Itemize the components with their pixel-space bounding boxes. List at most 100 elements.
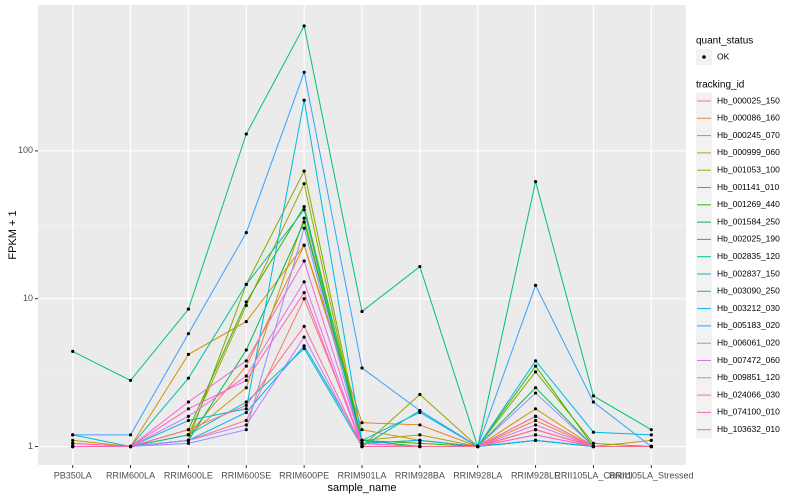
legend-label: Hb_009851_120 [717,372,780,382]
point [244,364,248,368]
point [533,179,538,184]
point [302,344,306,348]
legend-label: Hb_003090_250 [717,286,780,296]
x-tick-label: RRII105LA_Control [554,470,632,480]
point [186,400,191,404]
point [186,414,191,418]
point [418,392,422,397]
point [418,441,422,445]
point [360,366,364,370]
y-axis-title: FPKM + 1 [7,210,19,259]
x-axis-title: sample_name [327,482,396,494]
point [128,444,133,449]
point [591,441,596,445]
legend-label: Hb_000025_150 [717,95,780,105]
point [533,391,538,395]
legend-label: Hb_000245_070 [717,130,780,140]
point [418,438,422,443]
point [244,374,248,378]
y-tick-label: 10 [23,293,33,303]
point [244,400,248,404]
point [591,444,596,449]
point [244,423,248,427]
point [71,438,75,443]
point [71,441,75,445]
point [591,400,596,404]
legend-label: Hb_005183_020 [717,320,780,330]
point [533,438,538,443]
point [244,410,248,415]
point [186,407,191,411]
legend-point [702,55,706,59]
y-tick-label: 100 [18,145,33,155]
point [244,320,248,324]
point [186,438,191,443]
legend-label: Hb_002025_190 [717,234,780,244]
point [302,220,306,224]
point [244,230,248,235]
point [186,428,191,432]
point [533,370,538,374]
point [302,24,306,28]
point [360,441,364,445]
point [244,282,248,286]
x-tick-label: RRIM901LA [337,470,386,480]
point [244,418,248,423]
x-tick-label: RRIM600SE [221,470,271,480]
point [71,349,75,354]
point [244,359,248,363]
point [533,407,538,411]
legend-label: Hb_006061_020 [717,337,780,347]
point [302,290,306,295]
point [533,433,538,437]
point [649,428,653,432]
legend-label: Hb_001584_250 [717,216,780,226]
point [71,433,75,437]
point [533,359,538,363]
point [244,132,248,136]
point [302,226,306,230]
point [302,204,306,209]
point [649,444,653,449]
point [186,352,191,356]
x-tick-label: RRII105LA_Stressed [609,470,694,480]
x-tick-label: PB350LA [54,470,92,480]
point [244,303,248,308]
point [360,444,364,449]
point [591,394,596,398]
point [302,70,306,74]
point [649,438,653,443]
point [476,444,480,449]
point [128,378,133,383]
x-tick-label: RRIM928LE [511,470,560,480]
point [302,208,306,212]
legend-title: tracking_id [696,80,744,91]
point [186,376,191,380]
point [533,414,538,418]
point [418,264,422,269]
point [533,418,538,423]
legend-label: Hb_024066_030 [717,389,780,399]
x-tick-label: RRIM928LA [453,470,502,480]
x-tick-label: RRIM600LE [164,470,213,480]
point [244,378,248,383]
point [302,346,306,351]
legend-label: Hb_000999_060 [717,147,780,157]
legend-label: Hb_001141_010 [717,182,780,192]
legend-label: OK [717,51,730,61]
point [244,428,248,432]
point [244,300,248,304]
x-tick-label: RRIM928BA [395,470,445,480]
point [244,403,248,407]
point [302,335,306,339]
point [360,309,364,314]
legend-label: Hb_074100_010 [717,407,780,417]
point [302,324,306,328]
point [418,409,422,413]
point [302,182,306,186]
point [533,364,538,368]
legend-label: Hb_003212_030 [717,303,780,313]
point [302,216,306,220]
point [128,433,133,437]
